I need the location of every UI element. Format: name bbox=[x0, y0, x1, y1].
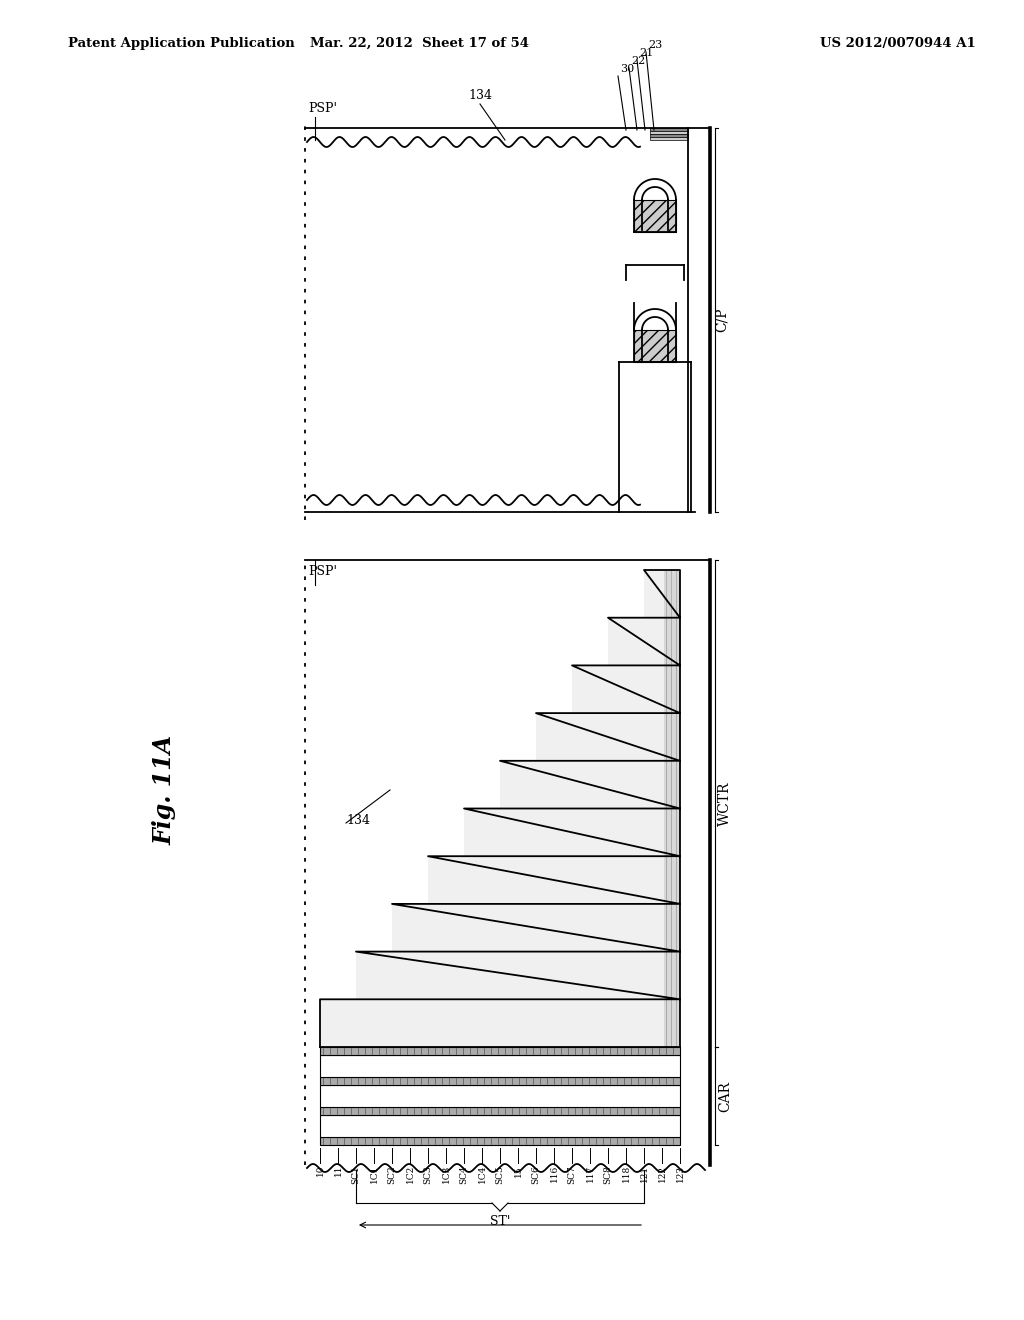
Bar bbox=[464, 808, 680, 1047]
Text: 23: 23 bbox=[648, 40, 663, 50]
Text: PSP': PSP' bbox=[308, 102, 337, 115]
Text: C/P: C/P bbox=[715, 308, 729, 333]
Text: SC4: SC4 bbox=[460, 1166, 469, 1184]
Text: 123: 123 bbox=[676, 1166, 684, 1181]
Bar bbox=[634, 330, 676, 362]
Text: CAR: CAR bbox=[718, 1081, 732, 1111]
Text: Mar. 22, 2012  Sheet 17 of 54: Mar. 22, 2012 Sheet 17 of 54 bbox=[310, 37, 529, 50]
Bar bbox=[664, 904, 680, 1047]
Bar bbox=[428, 857, 680, 1047]
Bar bbox=[319, 1055, 680, 1077]
Text: SC5: SC5 bbox=[496, 1166, 505, 1184]
Text: 116: 116 bbox=[550, 1166, 558, 1183]
Text: 30: 30 bbox=[620, 63, 634, 74]
Bar bbox=[644, 570, 680, 1047]
Bar bbox=[650, 137, 688, 140]
Text: 15: 15 bbox=[513, 1166, 522, 1176]
Text: 22: 22 bbox=[631, 55, 645, 66]
Bar bbox=[392, 904, 680, 1047]
Text: PSP': PSP' bbox=[308, 565, 337, 578]
Text: 1C3: 1C3 bbox=[441, 1166, 451, 1183]
Bar bbox=[664, 713, 680, 1047]
Text: SC8: SC8 bbox=[603, 1166, 612, 1184]
Text: 122: 122 bbox=[657, 1166, 667, 1181]
Bar bbox=[664, 760, 680, 1047]
Text: 1C1: 1C1 bbox=[370, 1166, 379, 1183]
Text: ST': ST' bbox=[489, 1214, 510, 1228]
Bar bbox=[536, 713, 680, 1047]
Text: SC7: SC7 bbox=[567, 1166, 577, 1184]
Bar bbox=[650, 131, 688, 135]
Text: SC6: SC6 bbox=[531, 1166, 541, 1184]
Text: 21: 21 bbox=[639, 48, 653, 58]
Text: 134: 134 bbox=[468, 88, 492, 102]
Text: 118: 118 bbox=[622, 1166, 631, 1183]
Bar bbox=[319, 1047, 680, 1055]
Text: 117: 117 bbox=[586, 1166, 595, 1183]
Text: 1C4: 1C4 bbox=[477, 1166, 486, 1183]
Bar bbox=[319, 1077, 680, 1085]
Bar bbox=[634, 201, 676, 232]
Bar bbox=[572, 665, 680, 1047]
Text: 121: 121 bbox=[640, 1166, 648, 1183]
Bar bbox=[664, 808, 680, 1047]
Text: 134: 134 bbox=[346, 813, 370, 826]
Bar bbox=[664, 618, 680, 1047]
Bar bbox=[650, 135, 688, 137]
Text: SC3: SC3 bbox=[424, 1166, 432, 1184]
Text: 11: 11 bbox=[334, 1166, 342, 1176]
Bar bbox=[650, 128, 688, 131]
Bar bbox=[664, 952, 680, 1047]
Bar bbox=[664, 857, 680, 1047]
Bar bbox=[664, 570, 680, 1047]
Bar bbox=[356, 952, 680, 1047]
Text: Fig. 11A: Fig. 11A bbox=[153, 735, 177, 845]
Text: US 2012/0070944 A1: US 2012/0070944 A1 bbox=[820, 37, 976, 50]
Text: SC1: SC1 bbox=[351, 1166, 360, 1184]
Bar bbox=[319, 1085, 680, 1107]
Bar bbox=[319, 1107, 680, 1115]
Bar bbox=[319, 1115, 680, 1137]
Text: Patent Application Publication: Patent Application Publication bbox=[68, 37, 295, 50]
Bar bbox=[608, 618, 680, 1047]
Text: WCTR: WCTR bbox=[718, 781, 732, 826]
Text: 10: 10 bbox=[315, 1166, 325, 1176]
Bar bbox=[319, 1137, 680, 1144]
Bar bbox=[664, 665, 680, 1047]
Bar bbox=[664, 999, 680, 1047]
Text: 1C2: 1C2 bbox=[406, 1166, 415, 1183]
Text: SC2: SC2 bbox=[387, 1166, 396, 1184]
Bar bbox=[319, 999, 680, 1047]
Bar bbox=[500, 760, 680, 1047]
